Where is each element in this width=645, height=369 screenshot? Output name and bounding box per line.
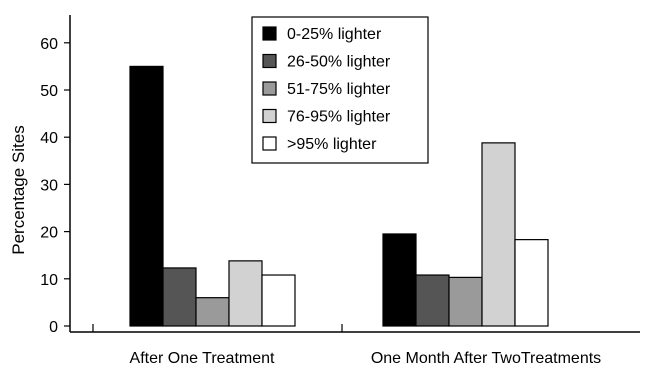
legend-swatch — [262, 136, 277, 151]
legend-swatch — [262, 81, 277, 96]
bar — [228, 260, 263, 327]
category-labels: After One Treatment One Month After TwoTr… — [130, 350, 602, 367]
legend-label: >95% lighter — [287, 136, 377, 153]
legend-swatch — [262, 108, 277, 124]
y-tick-label: 50 — [40, 83, 58, 100]
bars — [129, 65, 549, 327]
bar — [448, 276, 483, 327]
bar — [195, 297, 230, 327]
bar — [129, 65, 164, 327]
y-tick-label: 0 — [49, 319, 58, 336]
legend-box — [251, 16, 429, 164]
bar — [415, 274, 450, 327]
bar — [261, 274, 296, 327]
legend-label: 26-50% lighter — [287, 54, 391, 71]
category-label: After One Treatment — [130, 350, 276, 367]
y-tick-label: 40 — [40, 130, 58, 147]
legend-swatch — [262, 26, 277, 41]
bar — [382, 233, 417, 327]
y-tick-label: 10 — [40, 272, 58, 289]
bar — [514, 239, 549, 327]
y-ticks: 0 10 20 30 40 50 60 — [40, 36, 70, 336]
category-label: One Month After TwoTreatments — [371, 350, 601, 367]
legend-label: 0-25% lighter — [287, 26, 382, 43]
bar — [162, 267, 197, 327]
legend: 0-25% lighter 26-50% lighter 51-75% lighte… — [251, 16, 429, 164]
legend-label: 76-95% lighter — [287, 109, 391, 126]
legend-label: 51-75% lighter — [287, 81, 391, 98]
bar — [481, 142, 516, 327]
y-axis-title: Percentage Sites — [9, 125, 28, 254]
y-tick-label: 60 — [40, 36, 58, 53]
legend-swatch — [262, 53, 277, 69]
y-tick-label: 30 — [40, 177, 58, 194]
y-tick-label: 20 — [40, 225, 58, 242]
